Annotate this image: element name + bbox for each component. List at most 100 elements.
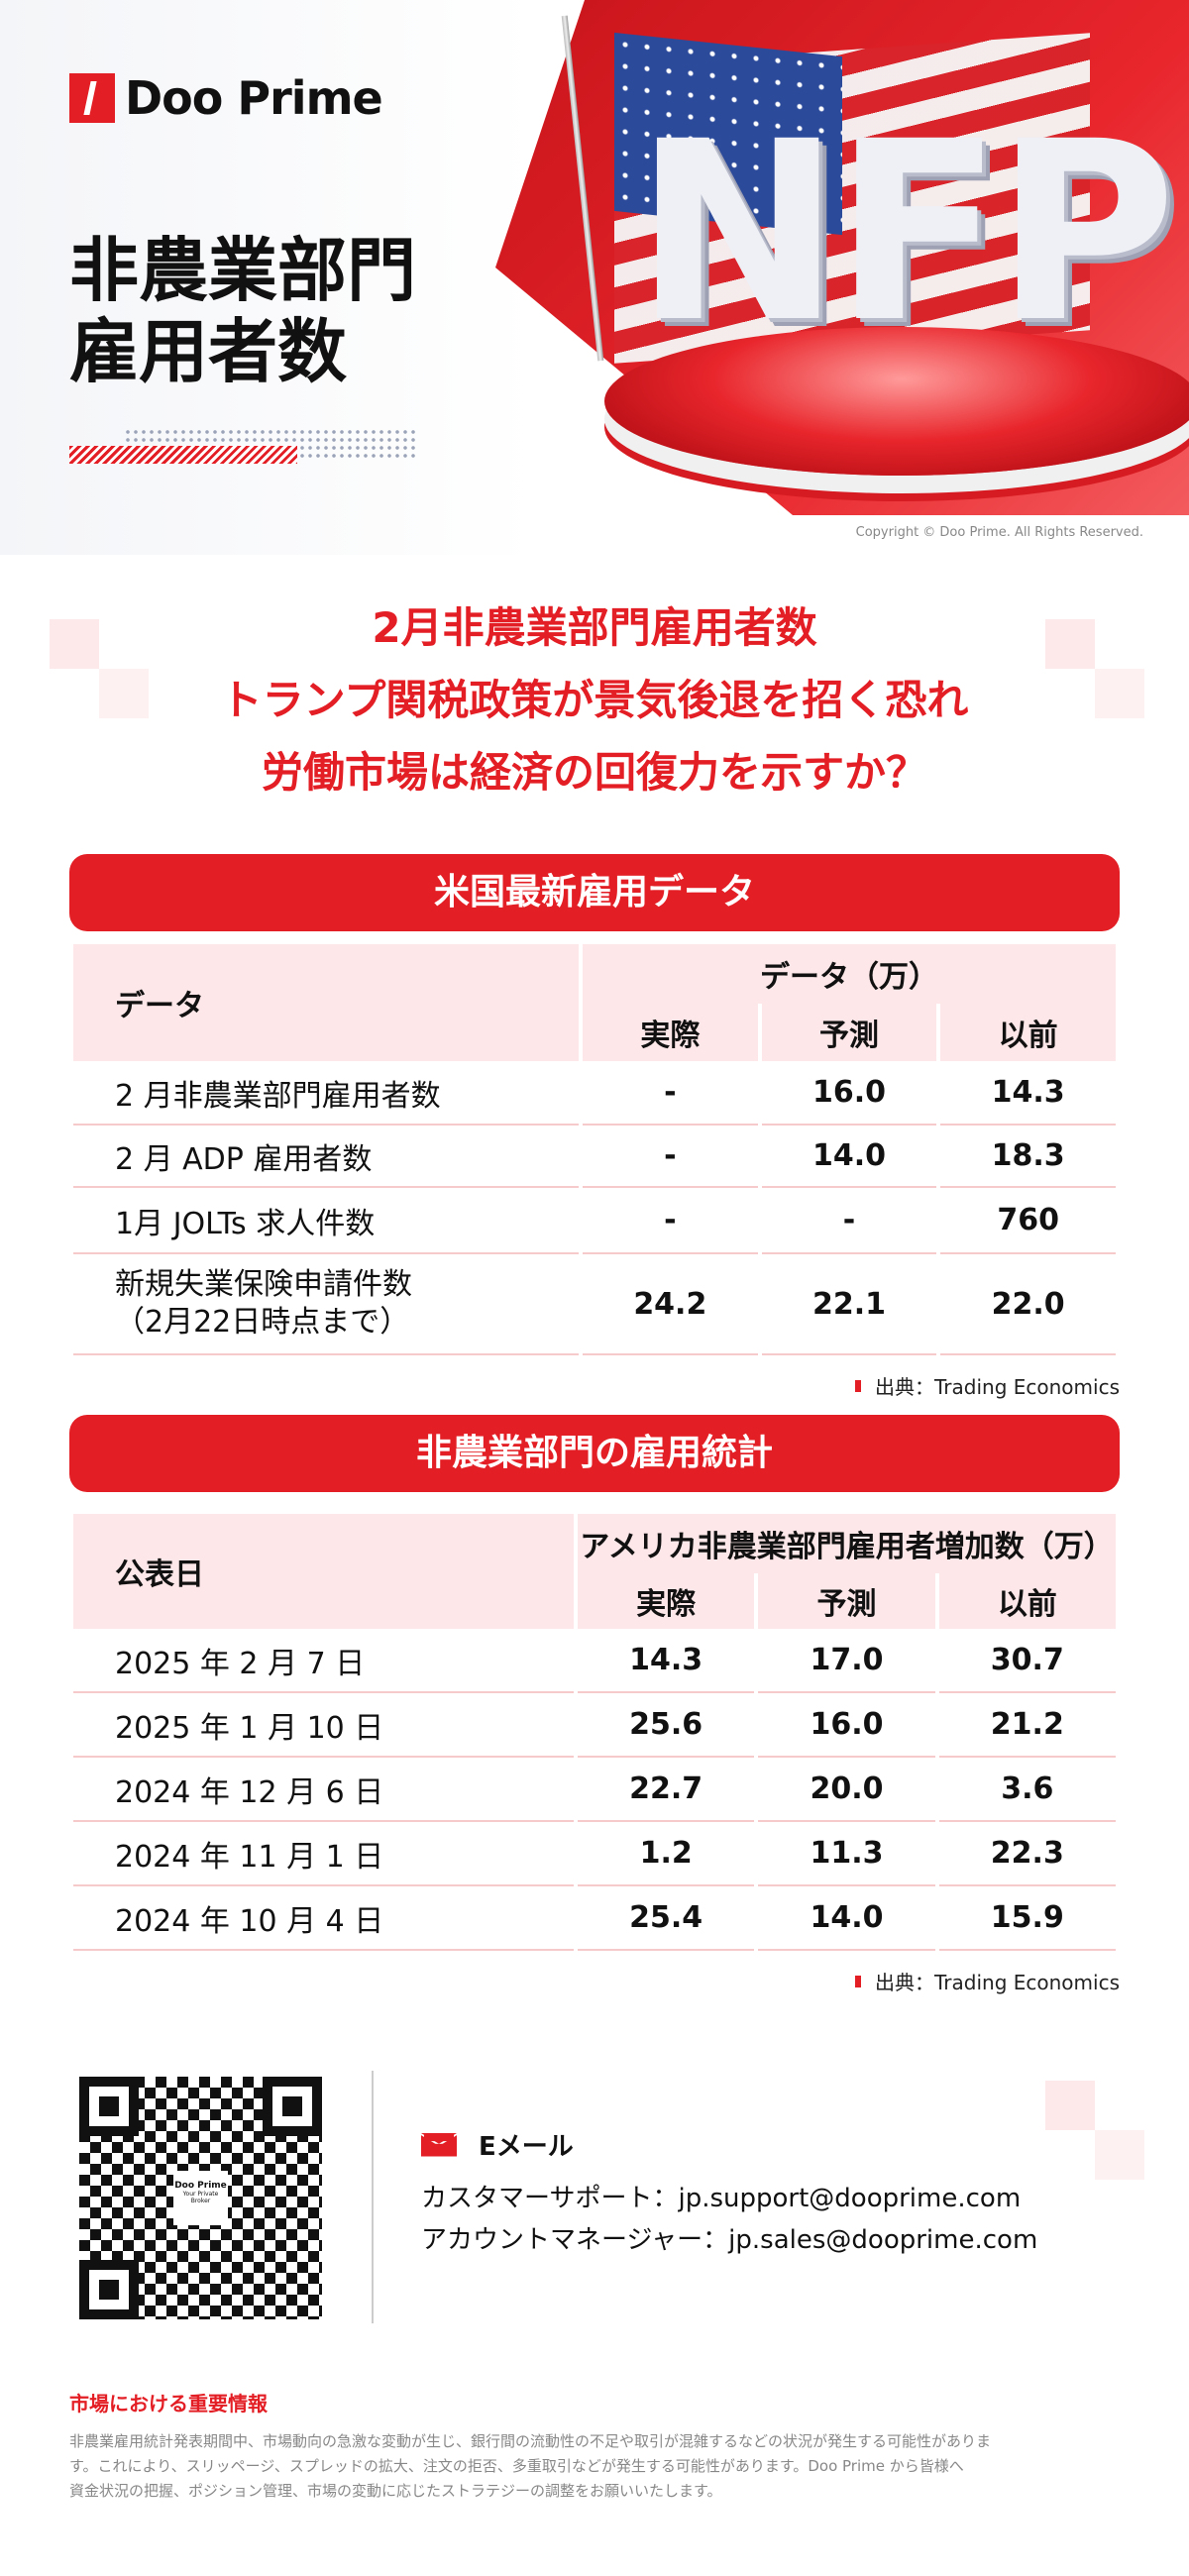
hero-title-line: 非農業部門 <box>69 230 416 311</box>
headline: 2月非農業部門雇用者数 トランプ関税政策が景気後退を招く恐れ 労働市場は経済の回… <box>0 591 1189 808</box>
qr-tagline: Your Private Broker <box>182 2191 219 2204</box>
disclaimer-line: す。これにより、スリッページ、スプレッドの拡大、注文の拒否、多重取引などが発生す… <box>69 2457 964 2475</box>
cell: 24.2 <box>583 1254 758 1355</box>
disclaimer-title: 市場における重要情報 <box>69 2392 268 2415</box>
square-decoration <box>1045 2081 1095 2130</box>
cell: 22.0 <box>940 1254 1116 1355</box>
cell: - <box>583 1061 758 1126</box>
table-header-label: データ <box>73 944 579 1061</box>
row-label-sub: （2月22日時点まで） <box>115 1305 410 1340</box>
qr-finder <box>263 2077 322 2136</box>
cell: 17.0 <box>758 1629 935 1693</box>
hero-title: 非農業部門 雇用者数 <box>69 230 416 392</box>
table-row: 2025 年 2 月 7 日 14.3 17.0 30.7 <box>73 1629 1116 1693</box>
cell: 3.6 <box>938 1758 1116 1822</box>
row-label: 2024 年 10 月 4 日 <box>73 1886 574 1951</box>
cell: 18.3 <box>940 1126 1116 1188</box>
table-header-actual: 実際 <box>583 1004 758 1061</box>
square-decoration <box>1095 2130 1144 2180</box>
table-header-group: アメリカ非農業部門雇用者増加数（万） <box>578 1514 1116 1573</box>
table-header-forecast: 予測 <box>761 1004 937 1061</box>
square-decoration <box>1095 669 1144 718</box>
cell: 760 <box>940 1188 1116 1254</box>
row-label: 2 月 ADP 雇用者数 <box>73 1126 579 1188</box>
source-text: 出典：Trading Economics <box>875 1375 1120 1399</box>
cell: 14.0 <box>761 1126 937 1188</box>
table-header-label: 公表日 <box>73 1514 574 1629</box>
table2-title: 非農業部門の雇用統計 <box>69 1415 1120 1492</box>
support-email[interactable]: カスタマーサポート：jp.support@dooprime.com <box>421 2184 1022 2213</box>
table2-source: 出典：Trading Economics <box>855 1967 1120 1995</box>
cell: 21.2 <box>938 1693 1116 1758</box>
table2: 公表日 アメリカ非農業部門雇用者増加数（万） 実際 予測 以前 2025 年 2 月… <box>69 1514 1120 1951</box>
qr-code[interactable]: Doo Prime Your Private Broker <box>79 2077 322 2319</box>
row-label: 2025 年 2 月 7 日 <box>73 1629 574 1693</box>
sales-email[interactable]: アカウントマネージャー：jp.sales@dooprime.com <box>421 2225 1038 2255</box>
row-label: 2024 年 12 月 6 日 <box>73 1758 574 1822</box>
cell: 11.3 <box>758 1822 935 1886</box>
pedestal-image <box>604 327 1189 476</box>
cell: - <box>583 1188 758 1254</box>
envelope-icon <box>421 2132 457 2157</box>
table-row: 2024 年 10 月 4 日 25.4 14.0 15.9 <box>73 1886 1116 1951</box>
bullet-icon <box>855 1379 862 1392</box>
cell: 16.0 <box>761 1061 937 1126</box>
cell: 14.3 <box>940 1061 1116 1126</box>
bullet-icon <box>855 1975 862 1987</box>
table-row: 新規失業保険申請件数 （2月22日時点まで） 24.2 22.1 22.0 <box>73 1254 1116 1355</box>
cell: 25.4 <box>578 1886 755 1951</box>
row-label: 新規失業保険申請件数 （2月22日時点まで） <box>73 1254 579 1355</box>
headline-line: 労働市場は経済の回復力を示すか？ <box>261 748 927 797</box>
cell: 22.1 <box>761 1254 937 1355</box>
cell: 25.6 <box>578 1693 755 1758</box>
qr-finder <box>79 2077 139 2136</box>
cell: - <box>583 1126 758 1188</box>
table-row: 2 月 ADP 雇用者数 -14.0 18.3 <box>73 1126 1116 1188</box>
divider <box>372 2071 374 2323</box>
square-decoration <box>50 619 99 669</box>
qr-finder <box>79 2260 139 2319</box>
table1-title: 米国最新雇用データ <box>69 854 1120 931</box>
table-header-previous: 以前 <box>940 1004 1116 1061</box>
row-label: 2025 年 1 月 10 日 <box>73 1693 574 1758</box>
cell: 22.3 <box>938 1822 1116 1886</box>
hero-title-line: 雇用者数 <box>69 311 347 392</box>
nfp-letters-image: NFP <box>634 88 1176 376</box>
cell: 30.7 <box>938 1629 1116 1693</box>
table-header-previous: 以前 <box>938 1573 1116 1629</box>
table-row: 2 月非農業部門雇用者数 -16.0 14.3 <box>73 1061 1116 1126</box>
logo-icon <box>69 73 115 123</box>
cell: 14.0 <box>758 1886 935 1951</box>
table-header-group: データ（万） <box>583 944 1116 1004</box>
headline-line: トランプ関税政策が景気後退を招く恐れ <box>220 676 969 724</box>
copyright: Copyright © Doo Prime. All Rights Reserv… <box>855 525 1143 540</box>
row-label-main: 新規失業保険申請件数 <box>115 1267 412 1302</box>
cell: 22.7 <box>578 1758 755 1822</box>
qr-brand: Doo Prime <box>174 2181 227 2191</box>
cell: - <box>761 1188 937 1254</box>
cell: 20.0 <box>758 1758 935 1822</box>
headline-line: 2月非農業部門雇用者数 <box>372 603 817 652</box>
email-heading: Eメール <box>421 2126 574 2163</box>
stripe-decoration <box>69 446 297 464</box>
cell: 14.3 <box>578 1629 755 1693</box>
row-label: 2024 年 11 月 1 日 <box>73 1822 574 1886</box>
cell: 1.2 <box>578 1822 755 1886</box>
table-row: 2025 年 1 月 10 日 25.6 16.0 21.2 <box>73 1693 1116 1758</box>
source-text: 出典：Trading Economics <box>875 1971 1120 1994</box>
table-row: 1月 JOLTs 求人件数 - -760 <box>73 1188 1116 1254</box>
disclaimer-text: 非農業雇用統計発表期間中、市場動向の急激な変動が生じ、銀行間の流動性の不足や取引… <box>69 2429 1110 2504</box>
table1-source: 出典：Trading Economics <box>855 1371 1120 1400</box>
row-label: 1月 JOLTs 求人件数 <box>73 1188 579 1254</box>
email-label: Eメール <box>479 2132 574 2162</box>
table-row: 2024 年 12 月 6 日 22.7 20.0 3.6 <box>73 1758 1116 1822</box>
row-label: 2 月非農業部門雇用者数 <box>73 1061 579 1126</box>
square-decoration <box>1045 619 1095 669</box>
table-header-actual: 実際 <box>578 1573 755 1629</box>
disclaimer-line: 資金状況の把握、ポジション管理、市場の変動に応じたストラテジーの調整をお願いいた… <box>69 2482 722 2500</box>
square-decoration <box>99 669 149 718</box>
table1: データ データ（万） 実際 予測 以前 2 月非農業部門雇用者数 -16.0 14.3 … <box>69 944 1120 1355</box>
cell: 15.9 <box>938 1886 1116 1951</box>
table-row: 2024 年 11 月 1 日 1.2 11.3 22.3 <box>73 1822 1116 1886</box>
qr-logo: Doo Prime Your Private Broker <box>173 2181 228 2204</box>
